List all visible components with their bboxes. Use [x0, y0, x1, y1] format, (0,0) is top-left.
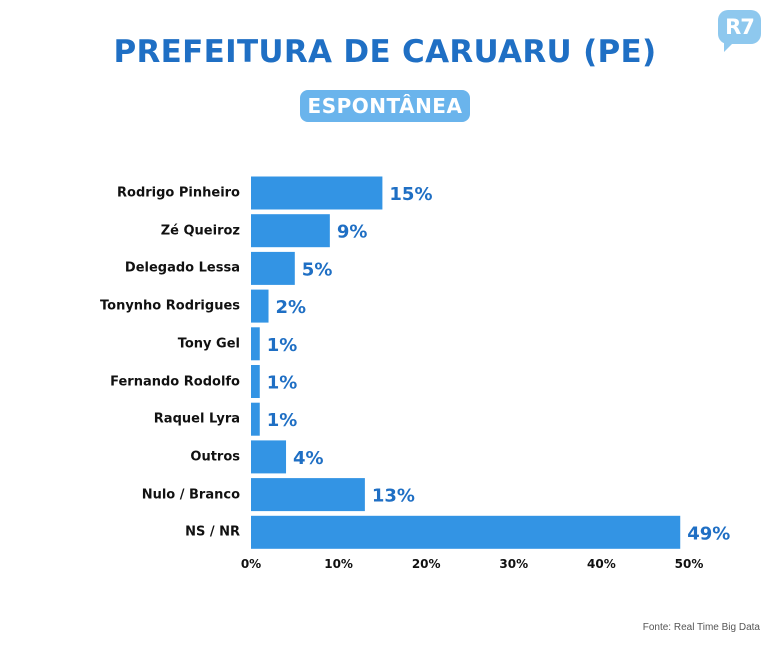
- category-label-3: Tonynho Rodrigues: [100, 298, 240, 314]
- bar-8: [251, 478, 365, 512]
- category-label-1: Zé Queiroz: [160, 223, 240, 239]
- chart-title: PREFEITURA DE CARUARU (PE): [113, 34, 657, 70]
- x-tick-label-4: 40%: [587, 557, 616, 571]
- bar-7: [251, 440, 287, 474]
- x-tick-label-3: 30%: [499, 557, 528, 571]
- category-label-6: Raquel Lyra: [153, 411, 240, 427]
- value-label-1: 9%: [337, 222, 368, 243]
- bar-2: [251, 251, 295, 285]
- bar-1: [251, 214, 330, 248]
- category-label-7: Outros: [190, 449, 240, 465]
- x-tick-label-0: 0%: [241, 557, 261, 571]
- value-label-9: 49%: [687, 523, 730, 544]
- value-label-4: 1%: [267, 335, 298, 356]
- value-label-0: 15%: [389, 184, 432, 205]
- badge-container: ESPONTÂNEA: [0, 90, 770, 122]
- category-label-2: Delegado Lessa: [124, 260, 240, 276]
- x-tick-label-2: 20%: [412, 557, 441, 571]
- value-label-5: 1%: [267, 373, 298, 394]
- source-note: Fonte: Real Time Big Data: [642, 622, 760, 633]
- value-label-6: 1%: [267, 410, 298, 431]
- r7-logo: R7: [718, 10, 761, 52]
- value-label-8: 13%: [372, 486, 415, 507]
- bar-5: [251, 365, 260, 398]
- x-tick-label-5: 50%: [675, 557, 704, 571]
- bar-6: [251, 402, 260, 436]
- bar-3: [251, 289, 269, 323]
- bar-9: [251, 515, 681, 549]
- category-label-0: Rodrigo Pinheiro: [117, 185, 240, 201]
- value-label-7: 4%: [293, 448, 324, 469]
- bar-0: [251, 176, 383, 210]
- value-label-3: 2%: [276, 297, 307, 318]
- x-tick-label-1: 10%: [324, 557, 353, 571]
- category-label-9: NS / NR: [185, 524, 240, 540]
- category-label-8: Nulo / Branco: [141, 487, 240, 503]
- category-label-5: Fernando Rodolfo: [110, 374, 240, 389]
- bar-4: [251, 327, 260, 361]
- survey-type-badge: ESPONTÂNEA: [299, 90, 471, 122]
- category-label-4: Tony Gel: [177, 336, 240, 352]
- value-label-2: 5%: [302, 259, 333, 280]
